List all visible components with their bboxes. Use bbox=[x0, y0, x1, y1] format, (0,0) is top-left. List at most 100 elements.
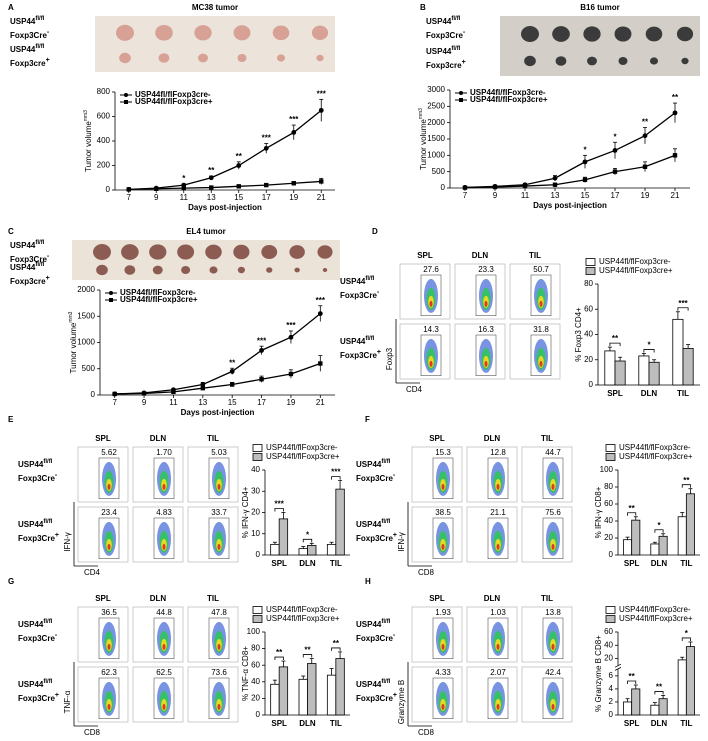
significance: * bbox=[613, 132, 617, 141]
tumor bbox=[614, 26, 632, 42]
column-title: TIL bbox=[541, 434, 553, 443]
gene-sup: fl/fl bbox=[43, 519, 52, 525]
tumor bbox=[317, 245, 333, 259]
significance: ** bbox=[629, 672, 636, 681]
tumor bbox=[149, 244, 167, 260]
significance: * bbox=[657, 521, 661, 530]
column-title: SPL bbox=[429, 434, 445, 443]
bar bbox=[650, 704, 660, 716]
driver: Foxp3cre bbox=[426, 61, 462, 70]
gate-percentage: 33.7 bbox=[211, 508, 227, 517]
significance-bracket bbox=[331, 647, 341, 651]
y-tick-label: 60 bbox=[584, 304, 593, 313]
bar bbox=[648, 361, 660, 386]
gene-sup: fl/fl bbox=[43, 679, 52, 685]
y-tick-label: 10 bbox=[251, 529, 260, 538]
panel-title: MC38 tumor bbox=[192, 3, 238, 12]
gate bbox=[475, 274, 497, 317]
x-tick-label: 17 bbox=[262, 193, 271, 202]
legend-label: USP44fl/flFoxp3cre- bbox=[599, 257, 671, 266]
density-red bbox=[107, 643, 111, 650]
tumor bbox=[676, 26, 694, 42]
gene: USP44 bbox=[10, 263, 36, 272]
bar bbox=[604, 350, 616, 386]
gate-percentage: 4.83 bbox=[156, 508, 172, 517]
legend-label: USP44fl/flFoxp3cre+ bbox=[120, 295, 198, 304]
flow-plot bbox=[187, 446, 239, 503]
x-tick-label: 11 bbox=[169, 398, 178, 407]
y-title: Tumor volume bbox=[84, 121, 93, 172]
column-title: TIL bbox=[207, 594, 219, 603]
y-tick-label: 0 bbox=[256, 550, 261, 559]
y-tick-label: 20 bbox=[251, 508, 260, 517]
significance: *** bbox=[316, 296, 326, 305]
tumor bbox=[289, 245, 305, 259]
gate bbox=[208, 457, 230, 500]
x-tick-label: 19 bbox=[289, 193, 298, 202]
y-tick-label: 80 bbox=[584, 279, 593, 288]
column-title: DLN bbox=[150, 594, 167, 603]
gene: USP44 bbox=[18, 520, 44, 529]
legend-label: USP44fl/flFoxp3cre- bbox=[120, 288, 196, 297]
y-tick-label: 1000 bbox=[77, 338, 95, 347]
y-tick-label: 0 bbox=[609, 710, 614, 719]
marker bbox=[200, 382, 206, 387]
x-tick-label: 13 bbox=[207, 193, 216, 202]
significance: *** bbox=[317, 89, 327, 98]
row-label-line1: USP44fl/fl bbox=[18, 619, 53, 630]
gate-percentage: 44.7 bbox=[545, 448, 561, 457]
series-line bbox=[128, 109, 322, 191]
significance: ** bbox=[642, 118, 649, 127]
driver: Foxp3Cre bbox=[10, 31, 47, 40]
row-label-line2: Foxp3Cre+ bbox=[356, 532, 397, 543]
driver: Foxp3Cre bbox=[426, 31, 463, 40]
x-tick-label: SPL bbox=[624, 559, 640, 568]
bar bbox=[658, 698, 668, 716]
legend-swatch bbox=[605, 453, 616, 461]
tumor-photo bbox=[500, 16, 700, 76]
marker bbox=[582, 159, 588, 165]
significance: *** bbox=[678, 299, 688, 308]
marker bbox=[236, 163, 242, 168]
y-tick-label: 40 bbox=[584, 330, 593, 339]
gene: USP44 bbox=[356, 620, 382, 629]
x-tick-label: 15 bbox=[234, 193, 243, 202]
density-red bbox=[496, 643, 500, 650]
significance-bracket bbox=[274, 656, 284, 661]
driver: Foxp3cre bbox=[10, 59, 46, 68]
y-tick-label: 0 bbox=[589, 380, 594, 389]
tumor bbox=[618, 57, 628, 65]
row-label-line1: USP44fl/fl bbox=[340, 276, 375, 287]
marker bbox=[229, 368, 235, 374]
driver: Foxp3Cre bbox=[356, 694, 393, 703]
row-label-line1: USP44fl/fl bbox=[18, 459, 53, 470]
bar bbox=[278, 518, 289, 556]
gate bbox=[487, 617, 509, 660]
gene-sup: fl/fl bbox=[35, 262, 44, 268]
bar bbox=[631, 688, 641, 716]
x-axis-title: Days post-injection bbox=[188, 203, 262, 212]
panel-letter: C bbox=[8, 227, 14, 236]
x-tick-label: SPL bbox=[607, 389, 623, 398]
legend-label: USP44fl/flFoxp3cre+ bbox=[135, 97, 213, 106]
gene-sup: fl/fl bbox=[365, 276, 374, 282]
tumor bbox=[583, 26, 601, 42]
y-axis-title: % IFN-γ CD4+ bbox=[241, 486, 250, 538]
tumor bbox=[121, 244, 139, 260]
y-tick-label: 2000 bbox=[77, 285, 95, 294]
y-marker: TNF-α bbox=[63, 690, 72, 713]
gate bbox=[432, 617, 454, 660]
series-line bbox=[114, 313, 321, 395]
density-red bbox=[107, 483, 111, 490]
significance-bracket bbox=[627, 680, 637, 685]
significance: * bbox=[685, 629, 689, 638]
column-title: SPL bbox=[95, 594, 111, 603]
gate bbox=[208, 517, 230, 560]
x-marker: CD8 bbox=[418, 568, 435, 577]
y-tick-label: 3000 bbox=[427, 85, 445, 94]
gate bbox=[530, 334, 552, 377]
tumor bbox=[237, 54, 247, 62]
legend-swatch bbox=[585, 258, 596, 266]
gene-sup: fl/fl bbox=[381, 459, 390, 465]
